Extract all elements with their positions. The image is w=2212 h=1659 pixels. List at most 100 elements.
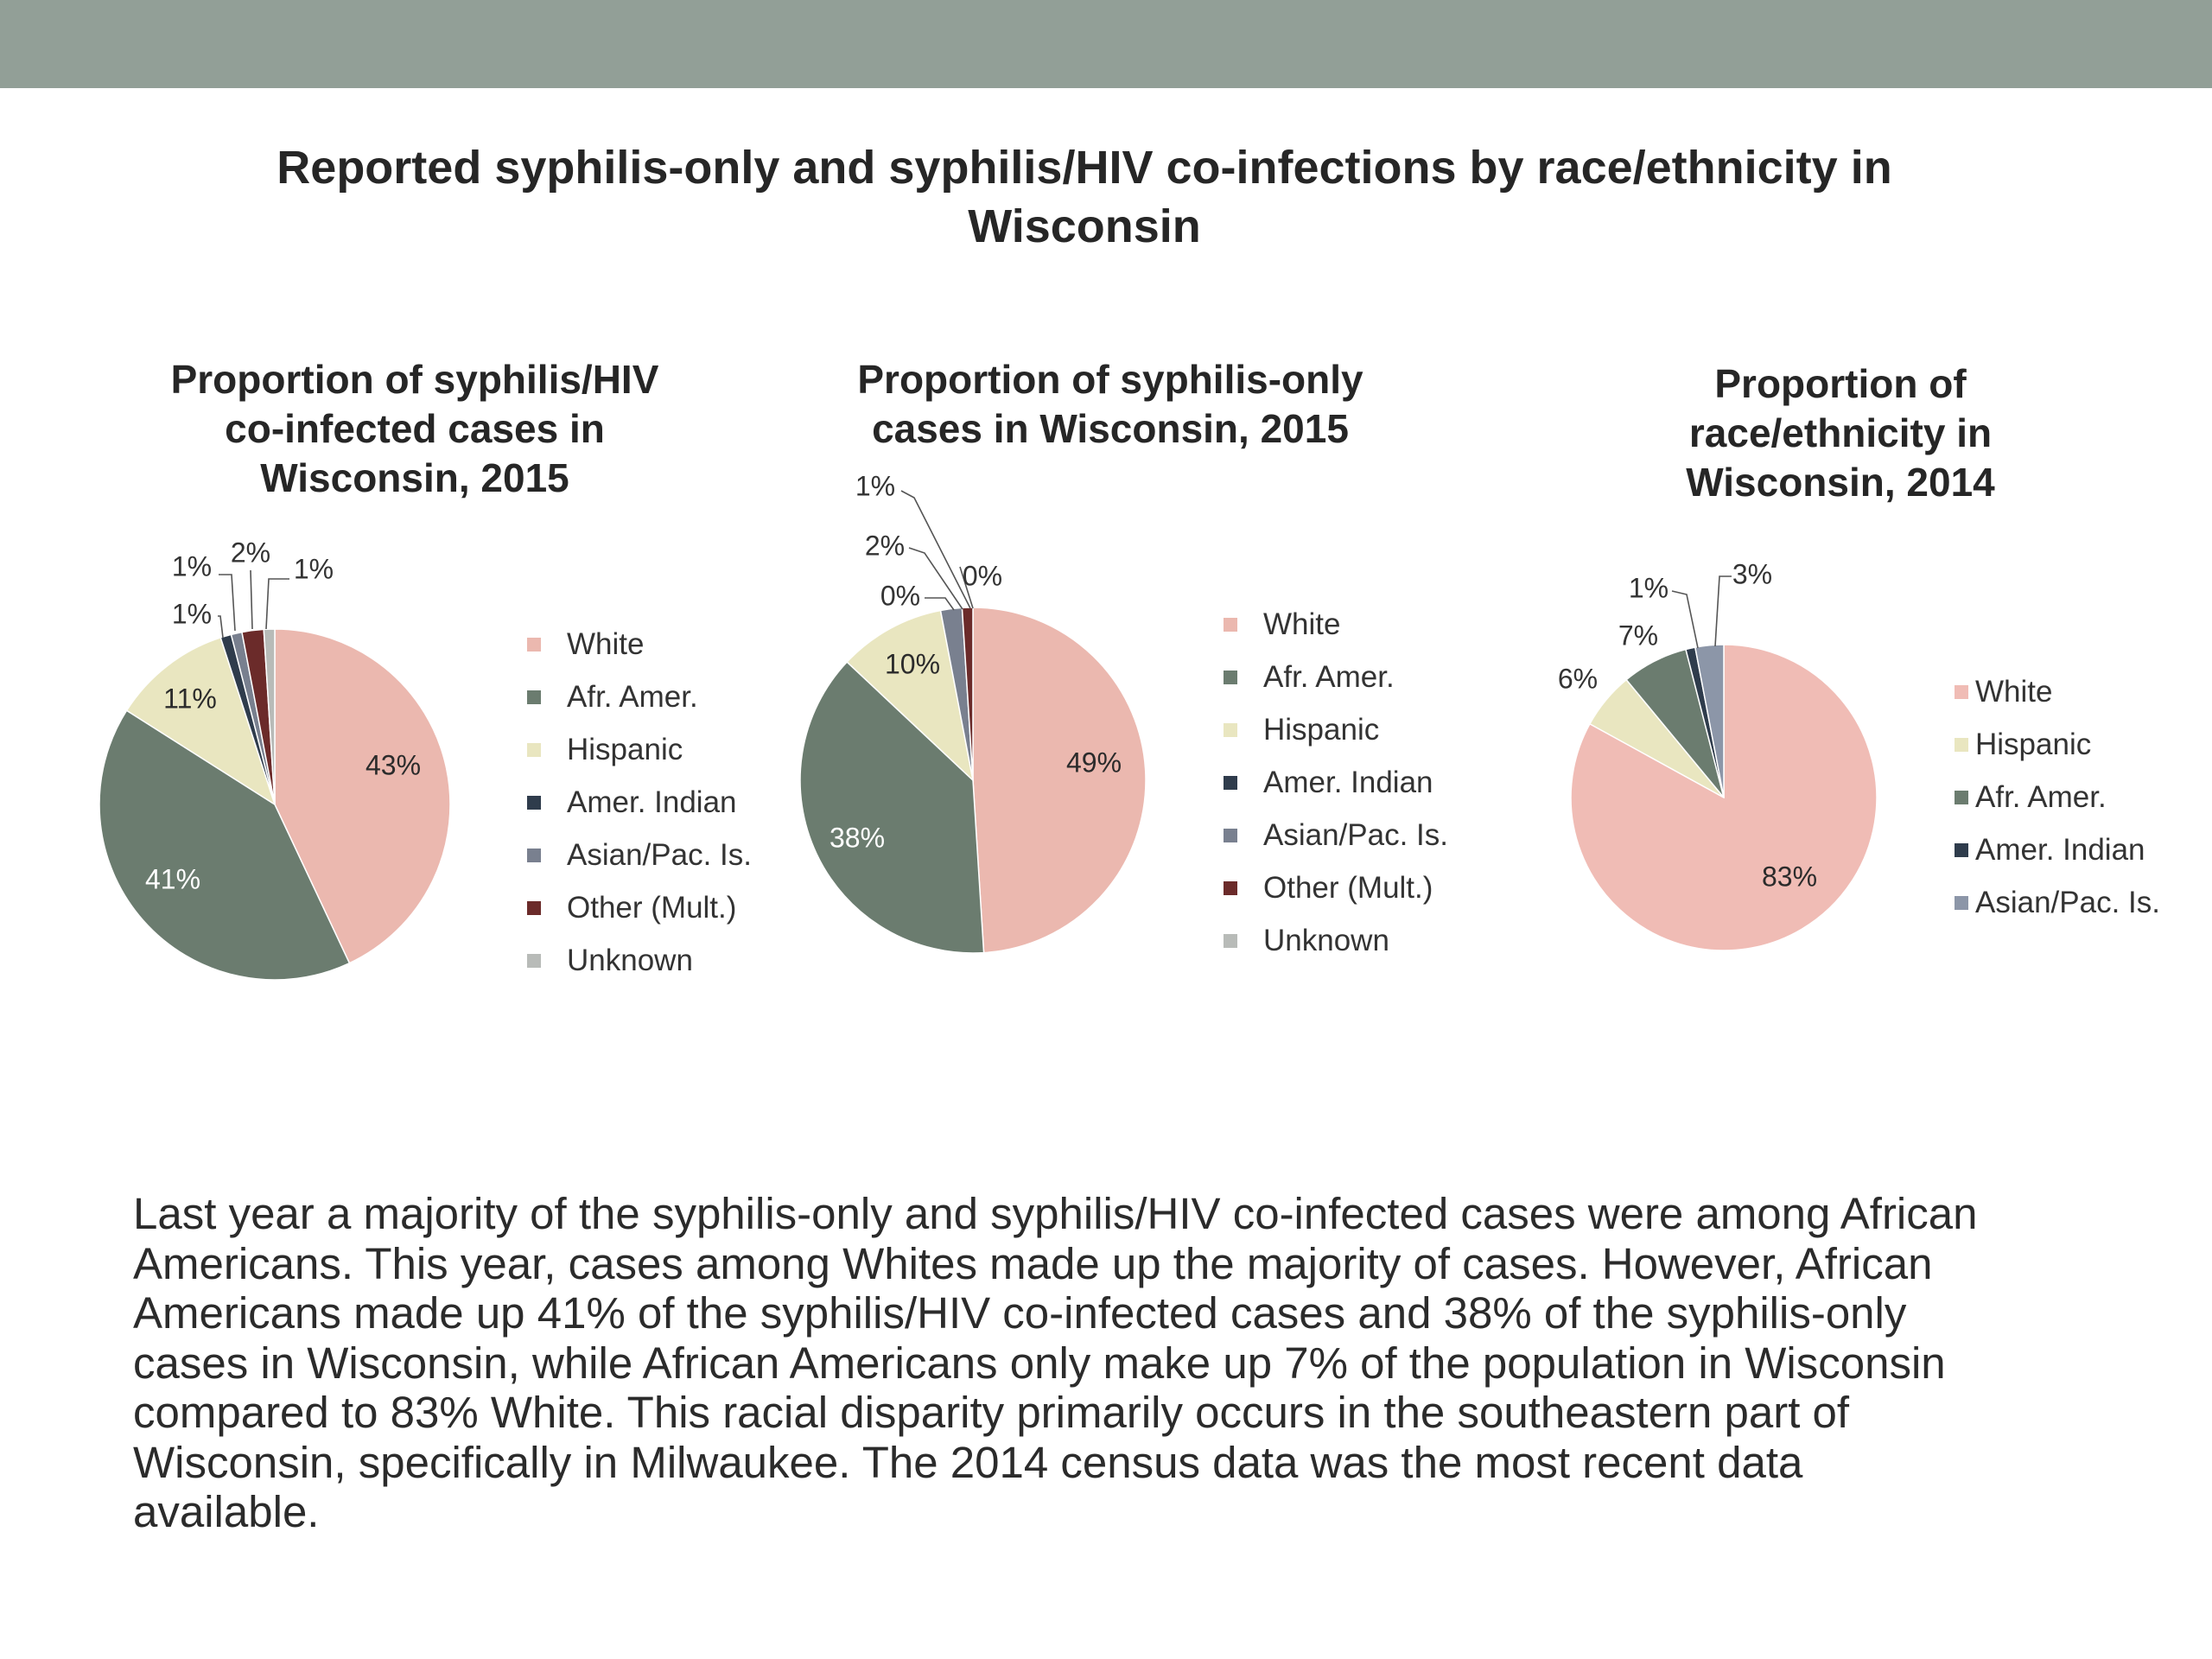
- chart-title-coinfected: Proportion of syphilis/HIV co-infected c…: [95, 355, 734, 503]
- data-label-other-mult: 1%: [855, 470, 895, 501]
- body-paragraph: Last year a majority of the syphilis-onl…: [133, 1189, 2112, 1537]
- pie-slice-asian-pac-is: [1694, 644, 1725, 798]
- legend-swatch: [527, 638, 541, 652]
- legend-label: Unknown: [567, 944, 693, 977]
- data-label-asian-pac-is: 2%: [865, 530, 905, 561]
- data-label-unknown: 0%: [963, 560, 1002, 591]
- legend-swatch: [1955, 791, 1968, 804]
- data-label-unknown: 1%: [294, 553, 334, 584]
- legend-swatch: [1224, 671, 1237, 684]
- data-label-hispanic: 10%: [885, 648, 940, 679]
- slide-title-line: Reported syphilis-only and syphilis/HIV …: [276, 142, 1892, 194]
- body-line: compared to 83% White. This racial dispa…: [133, 1388, 1850, 1437]
- legend-label: Amer. Indian: [567, 785, 737, 819]
- pie-slice-afr-amer: [99, 709, 351, 981]
- legend-label: White: [567, 627, 645, 661]
- data-label-white: 43%: [365, 749, 421, 780]
- data-label-other-mult: 2%: [231, 537, 270, 568]
- data-label-hispanic: 11%: [163, 683, 217, 714]
- slide-title-line: Wisconsin: [968, 200, 1201, 252]
- header-band: [0, 0, 2212, 88]
- pie-slice-hispanic: [846, 609, 975, 783]
- data-label-afr-amer: 7%: [1618, 620, 1658, 651]
- legend-swatch: [1224, 723, 1237, 737]
- legend-label: Other (Mult.): [567, 891, 737, 925]
- legend-label: Hispanic: [567, 733, 683, 766]
- legend-label: White: [1975, 675, 2053, 709]
- body-line: Wisconsin, specifically in Milwaukee. Th…: [133, 1437, 1803, 1487]
- chart-title-line: Wisconsin, 2015: [260, 455, 569, 500]
- chart-title-line: co-infected cases in: [225, 406, 605, 451]
- leader-line: [908, 547, 963, 610]
- pie-slice-unknown: [263, 628, 276, 805]
- leader-line: [219, 574, 236, 632]
- legend-swatch: [1224, 881, 1237, 895]
- leader-line: [1671, 590, 1699, 649]
- legend-label: White: [1263, 607, 1341, 641]
- slide-title: Reported syphilis-only and syphilis/HIV …: [130, 138, 2039, 256]
- legend-swatch: [527, 849, 541, 862]
- chart-title-line: Proportion of syphilis/HIV: [170, 357, 659, 402]
- data-label-afr-amer: 38%: [830, 822, 885, 853]
- leader-line: [959, 566, 974, 609]
- legend-label: Hispanic: [1975, 728, 2092, 761]
- body-line: Last year a majority of the syphilis-onl…: [133, 1189, 1978, 1238]
- legend-swatch: [527, 690, 541, 704]
- legend-label: Unknown: [1263, 924, 1389, 957]
- legend-label: Hispanic: [1263, 713, 1380, 747]
- leader-line: [925, 597, 955, 611]
- legend-label: Asian/Pac. Is.: [1263, 818, 1448, 852]
- legend-swatch: [1224, 618, 1237, 632]
- legend-label: Afr. Amer.: [567, 680, 698, 714]
- legend-swatch: [1955, 738, 1968, 752]
- pie-slice-hispanic: [125, 636, 276, 806]
- legend-swatch: [527, 796, 541, 810]
- legend-swatch: [527, 743, 541, 757]
- leader-line: [265, 578, 289, 630]
- data-label-asian-pac-is: 1%: [172, 550, 212, 582]
- leader-line: [900, 490, 971, 609]
- legend-label: Asian/Pac. Is.: [1975, 886, 2160, 919]
- legend-swatch: [1955, 685, 1968, 699]
- leader-line: [218, 615, 224, 639]
- legend-label: Other (Mult.): [1263, 871, 1433, 905]
- legend-swatch: [1224, 934, 1237, 948]
- legend-label: Afr. Amer.: [1263, 660, 1395, 694]
- chart-title-syphilis-only: Proportion of syphilis-only cases in Wis…: [778, 355, 1443, 454]
- legend-label: Amer. Indian: [1975, 833, 2145, 867]
- data-label-white: 49%: [1066, 747, 1122, 778]
- data-label-white: 83%: [1762, 861, 1817, 892]
- legend-swatch: [527, 954, 541, 968]
- data-label-afr-amer: 41%: [145, 863, 200, 894]
- body-line: cases in Wisconsin, while African Americ…: [133, 1338, 1946, 1388]
- legend-swatch: [1955, 843, 1968, 857]
- chart-title-line: Proportion of: [1714, 361, 1967, 406]
- body-line: Americans. This year, cases among Whites…: [133, 1238, 1933, 1288]
- chart-title-population: Proportion of race/ethnicity in Wisconsi…: [1521, 359, 2160, 507]
- chart-title-line: Proportion of syphilis-only: [857, 357, 1363, 402]
- legend-swatch: [527, 901, 541, 915]
- chart-title-line: race/ethnicity in: [1688, 410, 1993, 455]
- legend-swatch: [1224, 829, 1237, 842]
- data-label-asian-pac-is: 3%: [1732, 558, 1772, 589]
- legend-label: Amer. Indian: [1263, 766, 1433, 799]
- legend-label: Asian/Pac. Is.: [567, 838, 752, 872]
- pie-slice-white: [274, 628, 451, 964]
- data-label-amer-indian: 1%: [1629, 572, 1669, 603]
- body-line: Americans made up 41% of the syphilis/HI…: [133, 1288, 1907, 1338]
- leader-line: [250, 569, 253, 630]
- data-label-hispanic: 6%: [1558, 663, 1598, 694]
- data-label-amer-indian: 0%: [880, 580, 920, 611]
- leader-line: [1714, 575, 1732, 647]
- chart-title-line: Wisconsin, 2014: [1686, 460, 1995, 505]
- pie-slice-afr-amer: [799, 661, 985, 954]
- legend-swatch: [1224, 776, 1237, 790]
- chart-title-line: cases in Wisconsin, 2015: [872, 406, 1349, 451]
- data-label-amer-indian: 1%: [172, 598, 212, 629]
- body-line: available.: [133, 1487, 320, 1536]
- pie-slice-white: [972, 607, 1147, 954]
- pie-slice-white: [1570, 644, 1878, 951]
